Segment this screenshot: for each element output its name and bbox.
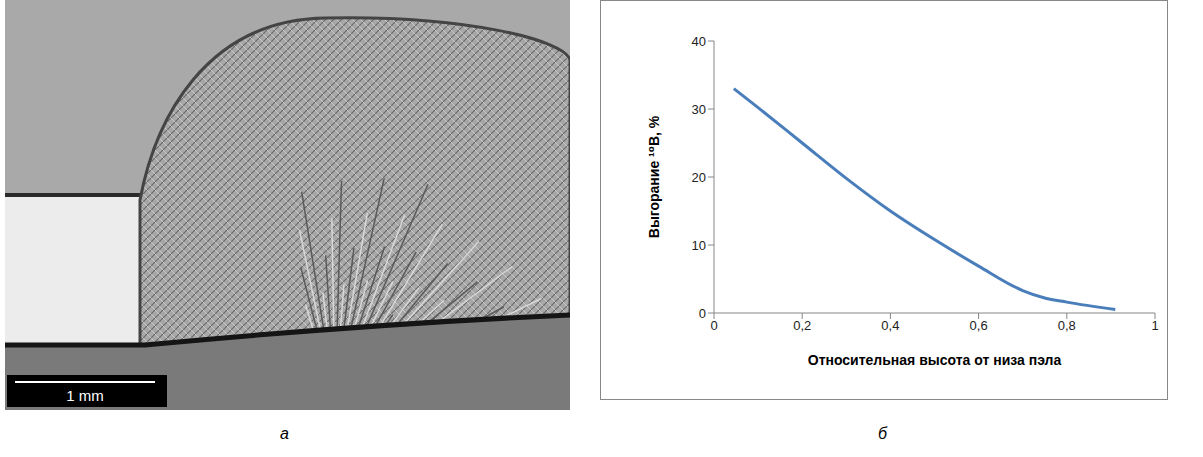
svg-text:0,8: 0,8 [1058, 318, 1076, 333]
svg-text:30: 30 [692, 102, 706, 117]
svg-text:Выгорание ¹⁰B, %: Выгорание ¹⁰B, % [646, 115, 662, 238]
html-text:б: б [878, 425, 887, 442]
svg-text:0: 0 [699, 306, 706, 321]
svg-text:0,6: 0,6 [970, 318, 988, 333]
svg-text:0,2: 0,2 [793, 318, 811, 333]
svg-text:0: 0 [710, 318, 717, 333]
svg-text:1 mm: 1 mm [66, 387, 104, 404]
svg-text:1: 1 [1151, 318, 1158, 333]
svg-text:0,4: 0,4 [881, 318, 899, 333]
svg-text:20: 20 [692, 170, 706, 185]
svg-text:Относительная высота от низа п: Относительная высота от низа пэла [808, 352, 1062, 368]
html-text:а: а [280, 425, 289, 442]
svg-text:40: 40 [692, 34, 706, 49]
svg-text:10: 10 [692, 238, 706, 253]
